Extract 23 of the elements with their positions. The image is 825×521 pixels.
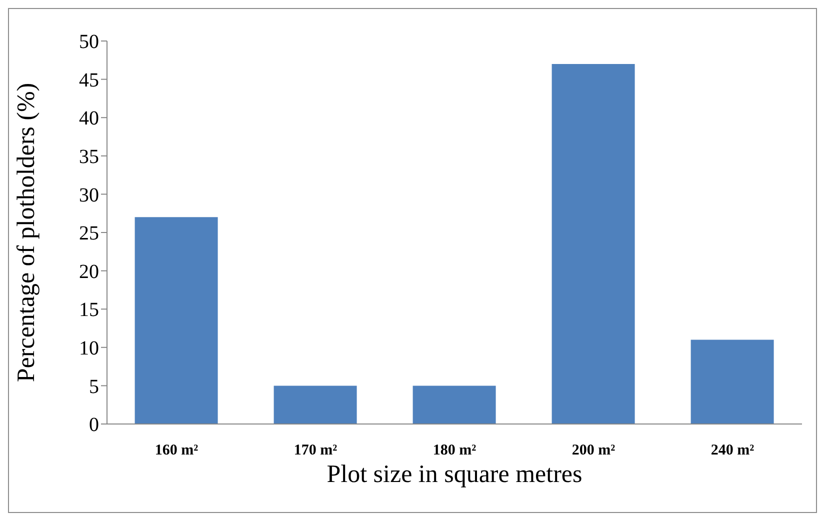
y-tick-label: 10 bbox=[79, 338, 99, 360]
x-tick-label: 170 m² bbox=[294, 442, 338, 459]
bar bbox=[412, 386, 496, 424]
y-tick-label: 15 bbox=[79, 299, 99, 322]
y-tick-label: 45 bbox=[79, 69, 99, 92]
y-tick-label: 0 bbox=[89, 414, 99, 436]
bar bbox=[274, 386, 357, 424]
y-tick-label: 30 bbox=[79, 184, 99, 206]
y-tick-label: 40 bbox=[79, 108, 99, 130]
y-tick-label: 25 bbox=[79, 222, 99, 245]
y-axis-title: Percentage of plotholders (%) bbox=[12, 82, 40, 382]
x-tick-label: 160 m² bbox=[154, 442, 199, 459]
bar bbox=[552, 64, 635, 424]
bar bbox=[134, 217, 218, 424]
x-tick-label: 180 m² bbox=[432, 442, 477, 459]
y-tick-label: 50 bbox=[79, 31, 99, 54]
bar bbox=[690, 340, 774, 424]
x-tick-label: 240 m² bbox=[710, 442, 755, 459]
x-tick-label: 200 m² bbox=[572, 442, 616, 459]
y-tick-label: 5 bbox=[89, 376, 99, 398]
y-tick-label: 20 bbox=[79, 260, 99, 283]
y-tick-label: 35 bbox=[79, 146, 99, 168]
x-axis-title: Plot size in square metres bbox=[326, 461, 582, 488]
